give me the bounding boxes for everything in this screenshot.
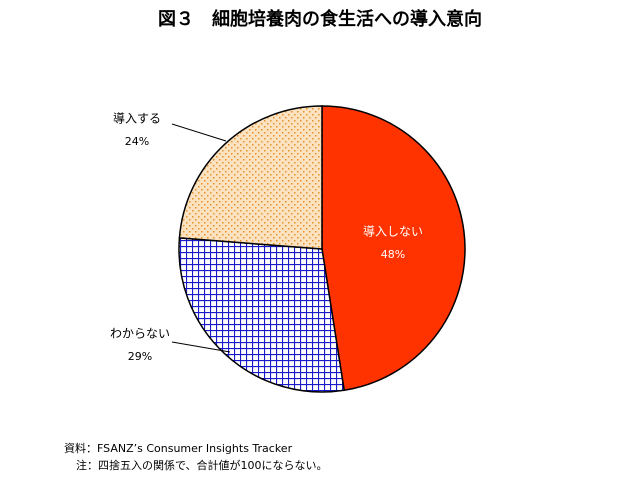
footnote: 注：四捨五入の関係で、合計値が100にならない。 xyxy=(76,458,328,472)
leader-line xyxy=(171,123,227,142)
value-label: 29% xyxy=(128,350,152,363)
slice-label: 導入する xyxy=(113,112,161,126)
pie-slice xyxy=(321,105,466,392)
pie-slice xyxy=(178,237,346,393)
value-label: 48% xyxy=(381,248,405,261)
chart-title: 図３ 細胞培養肉の食生活への導入意向 xyxy=(158,8,482,30)
source-note: 資料：FSANZ’s Consumer Insights Tracker xyxy=(64,441,293,455)
leader-line xyxy=(171,341,231,353)
value-label: 24% xyxy=(125,135,149,148)
pie-slice xyxy=(178,105,323,250)
slice-label: わからない xyxy=(110,327,170,341)
slice-label: 導入しない xyxy=(363,225,423,239)
